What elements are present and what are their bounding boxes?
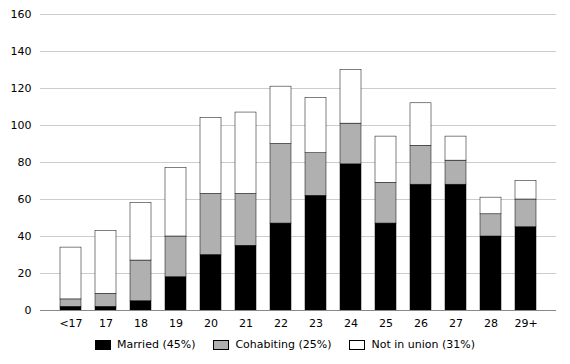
svg-text:20: 20 [18,267,32,280]
svg-text:28: 28 [484,317,498,330]
svg-text:22: 22 [274,317,288,330]
svg-text:25: 25 [379,317,393,330]
svg-text:160: 160 [11,8,32,21]
svg-text:100: 100 [11,119,32,132]
svg-text:<17: <17 [59,317,82,330]
svg-text:80: 80 [18,156,32,169]
svg-text:26: 26 [414,317,428,330]
svg-text:17: 17 [99,317,113,330]
svg-text:29+: 29+ [514,317,537,330]
svg-text:24: 24 [344,317,358,330]
html-text:Married (45%): Married (45%) [117,338,196,351]
svg-text:20: 20 [204,317,218,330]
svg-text:0: 0 [25,304,32,317]
html-text:Cohabiting (25%): Cohabiting (25%) [235,338,332,351]
svg-text:60: 60 [18,193,32,206]
svg-text:40: 40 [18,230,32,243]
html-text:Not in union (31%): Not in union (31%) [371,338,475,351]
svg-text:21: 21 [239,317,253,330]
svg-text:18: 18 [134,317,148,330]
svg-text:27: 27 [449,317,463,330]
svg-text:19: 19 [169,317,183,330]
svg-text:140: 140 [11,45,32,58]
svg-text:120: 120 [11,82,32,95]
svg-text:23: 23 [309,317,323,330]
